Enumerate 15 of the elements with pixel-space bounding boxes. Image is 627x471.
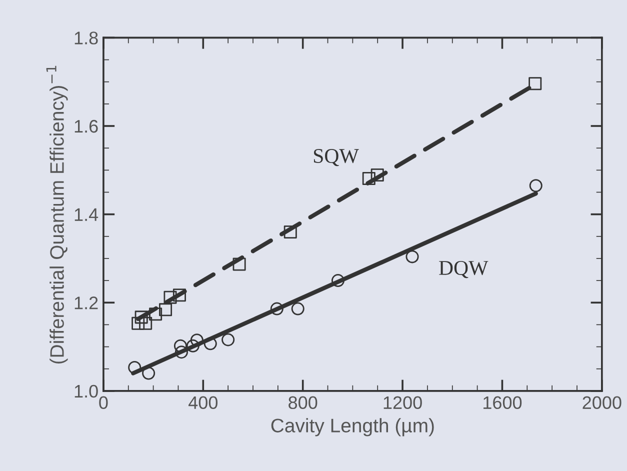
y-axis-title: (Differential Quantum Efficiency)$^{−1}$ [46, 66, 68, 364]
y-tick-label: 1.8 [74, 32, 98, 44]
y-tick-label: 1.2 [74, 296, 98, 310]
x-axis-title: Cavity Length (µm) [271, 418, 434, 436]
x-tick-label: 1200 [384, 396, 422, 410]
y-tick-label: 1.6 [74, 120, 98, 133]
x-tick-label: 0 [99, 396, 108, 410]
x-tick-label: 800 [288, 396, 318, 410]
x-tick-label: 1600 [484, 396, 522, 410]
annotation: DQW [439, 260, 488, 278]
x-tick-label: 2000 [582, 396, 622, 410]
y-tick-label: 1.4 [74, 208, 98, 221]
y-tick-label: 1.0 [74, 384, 98, 398]
x-tick-label: 400 [188, 396, 218, 410]
annotation: SQW [314, 149, 359, 166]
